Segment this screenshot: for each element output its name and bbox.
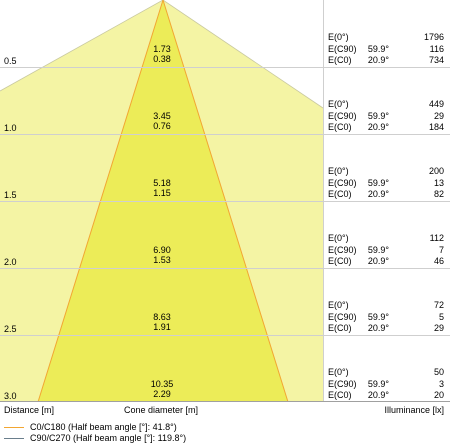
e0-value: 112 [430, 233, 444, 243]
cone-diameter-c90: 1.73 [153, 44, 171, 54]
distance-axis-label: Distance [m] [4, 405, 55, 415]
e0-label: E(0°) [328, 300, 349, 310]
distance-label: 0.5 [4, 56, 17, 66]
distance-label: 1.0 [4, 123, 17, 133]
ec90-label: E(C90) [328, 44, 357, 54]
e0-value: 449 [429, 99, 444, 109]
ec90-value: 5 [439, 312, 444, 322]
row-1.0: 1.0 3.45 0.76 E(0°) 449 E(C90) 59.9° 29 … [4, 99, 444, 133]
row-3.0: 3.0 10.35 2.29 E(0°) 50 E(C90) 59.9° 3 E… [4, 367, 444, 401]
ec0-angle: 20.9° [368, 189, 390, 199]
c90-legend-swatch [4, 438, 24, 439]
cone-diameter-c90: 3.45 [153, 111, 171, 121]
ec0-value: 29 [434, 323, 444, 333]
cone-diameter-c90: 5.18 [153, 178, 171, 188]
row-2.5: 2.5 8.63 1.91 E(0°) 72 E(C90) 59.9° 5 E(… [4, 300, 444, 334]
row-separators [0, 67, 450, 336]
ec0-label: E(C0) [328, 390, 352, 400]
e0-value: 200 [429, 166, 444, 176]
e0-label: E(0°) [328, 32, 349, 42]
ec0-value: 20 [434, 390, 444, 400]
e0-label: E(0°) [328, 367, 349, 377]
illuminance-axis-label: Illuminance [lx] [384, 405, 444, 415]
ec0-angle: 20.9° [368, 323, 390, 333]
ec90-label: E(C90) [328, 245, 357, 255]
e0-label: E(0°) [328, 233, 349, 243]
ec0-value: 734 [429, 55, 444, 65]
ec90-label: E(C90) [328, 379, 357, 389]
row-0.5: 0.5 1.73 0.38 E(0°) 1796 E(C90) 59.9° 11… [4, 32, 444, 66]
ec0-label: E(C0) [328, 122, 352, 132]
light-cone-diagram: 0.5 1.73 0.38 E(0°) 1796 E(C90) 59.9° 11… [0, 0, 450, 402]
ec0-value: 46 [434, 256, 444, 266]
distance-label: 1.5 [4, 190, 17, 200]
ec90-value: 13 [434, 178, 444, 188]
cone-diameter-c90: 10.35 [151, 379, 174, 389]
ec90-angle: 59.9° [368, 245, 390, 255]
cone-diameter-c0: 1.91 [153, 322, 171, 332]
ec0-label: E(C0) [328, 323, 352, 333]
e0-label: E(0°) [328, 166, 349, 176]
ec0-angle: 20.9° [368, 122, 390, 132]
distance-label: 2.0 [4, 257, 17, 267]
e0-label: E(0°) [328, 99, 349, 109]
row-2.0: 2.0 6.90 1.53 E(0°) 112 E(C90) 59.9° 7 E… [4, 233, 444, 267]
ec90-angle: 59.9° [368, 111, 390, 121]
ec90-angle: 59.9° [368, 379, 390, 389]
ec90-angle: 59.9° [368, 178, 390, 188]
c0-legend-swatch [4, 427, 24, 428]
ec90-angle: 59.9° [368, 44, 390, 54]
cone-diameter-c0: 0.38 [153, 54, 171, 64]
ec0-angle: 20.9° [368, 256, 390, 266]
ec90-angle: 59.9° [368, 312, 390, 322]
cone-diameter-c0: 1.53 [153, 255, 171, 265]
ec90-value: 116 [430, 44, 444, 54]
ec0-label: E(C0) [328, 189, 352, 199]
c90-beam-line [0, 0, 324, 109]
cone-diameter-c0: 1.15 [153, 188, 171, 198]
ec90-label: E(C90) [328, 312, 357, 322]
cone-diameter-c90: 6.90 [153, 245, 171, 255]
cone-diameter-axis-label: Cone diameter [m] [124, 405, 199, 415]
cone-diameter-c0: 0.76 [153, 121, 171, 131]
cone-diameter-c0: 2.29 [153, 389, 171, 399]
ec90-label: E(C90) [328, 111, 357, 121]
row-1.5: 1.5 5.18 1.15 E(0°) 200 E(C90) 59.9° 13 … [4, 166, 444, 200]
ec0-label: E(C0) [328, 256, 352, 266]
ec0-label: E(C0) [328, 55, 352, 65]
e0-value: 72 [434, 300, 444, 310]
ec0-angle: 20.9° [368, 390, 390, 400]
ec0-value: 184 [429, 122, 444, 132]
distance-label: 3.0 [4, 391, 17, 401]
ec90-label: E(C90) [328, 178, 357, 188]
c90-legend-text: C90/C270 (Half beam angle [°]: 119.8°) [30, 433, 187, 443]
ec0-value: 82 [434, 189, 444, 199]
distance-label: 2.5 [4, 324, 17, 334]
ec0-angle: 20.9° [368, 55, 390, 65]
e0-value: 50 [434, 367, 444, 377]
ec90-value: 7 [439, 245, 444, 255]
e0-value: 1796 [424, 32, 444, 42]
ec90-value: 3 [439, 379, 444, 389]
cone-diameter-c90: 8.63 [153, 312, 171, 322]
ec90-value: 29 [434, 111, 444, 121]
c0-legend-text: C0/C180 (Half beam angle [°]: 41.8°) [30, 422, 177, 432]
